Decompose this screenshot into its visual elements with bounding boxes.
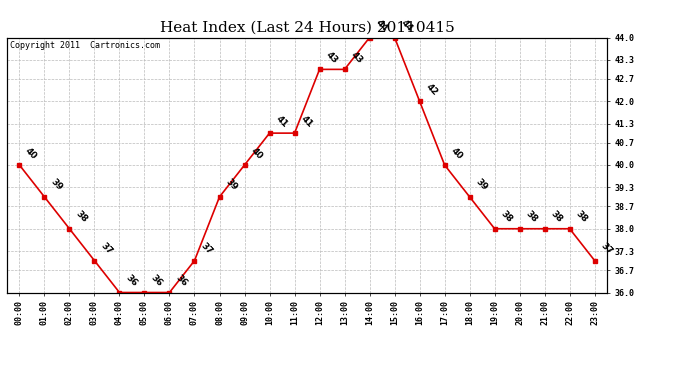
Text: 37: 37 xyxy=(599,241,614,256)
Text: 41: 41 xyxy=(274,114,289,129)
Text: 40: 40 xyxy=(23,146,39,161)
Text: 44: 44 xyxy=(399,18,414,33)
Text: 39: 39 xyxy=(224,177,239,193)
Text: 39: 39 xyxy=(474,177,489,193)
Text: 38: 38 xyxy=(524,209,539,225)
Text: 39: 39 xyxy=(48,177,64,193)
Text: 36: 36 xyxy=(174,273,189,288)
Title: Heat Index (Last 24 Hours) 20110415: Heat Index (Last 24 Hours) 20110415 xyxy=(159,21,455,35)
Text: 37: 37 xyxy=(99,241,114,256)
Text: 36: 36 xyxy=(124,273,139,288)
Text: 38: 38 xyxy=(549,209,564,225)
Text: 44: 44 xyxy=(374,18,389,33)
Text: 41: 41 xyxy=(299,114,314,129)
Text: 37: 37 xyxy=(199,241,214,256)
Text: 38: 38 xyxy=(574,209,589,225)
Text: 43: 43 xyxy=(348,50,364,65)
Text: 40: 40 xyxy=(448,146,464,161)
Text: 40: 40 xyxy=(248,146,264,161)
Text: Copyright 2011  Cartronics.com: Copyright 2011 Cartronics.com xyxy=(10,41,160,50)
Text: 38: 38 xyxy=(74,209,89,225)
Text: 36: 36 xyxy=(148,273,164,288)
Text: 38: 38 xyxy=(499,209,514,225)
Text: 43: 43 xyxy=(324,50,339,65)
Text: 42: 42 xyxy=(424,82,439,97)
